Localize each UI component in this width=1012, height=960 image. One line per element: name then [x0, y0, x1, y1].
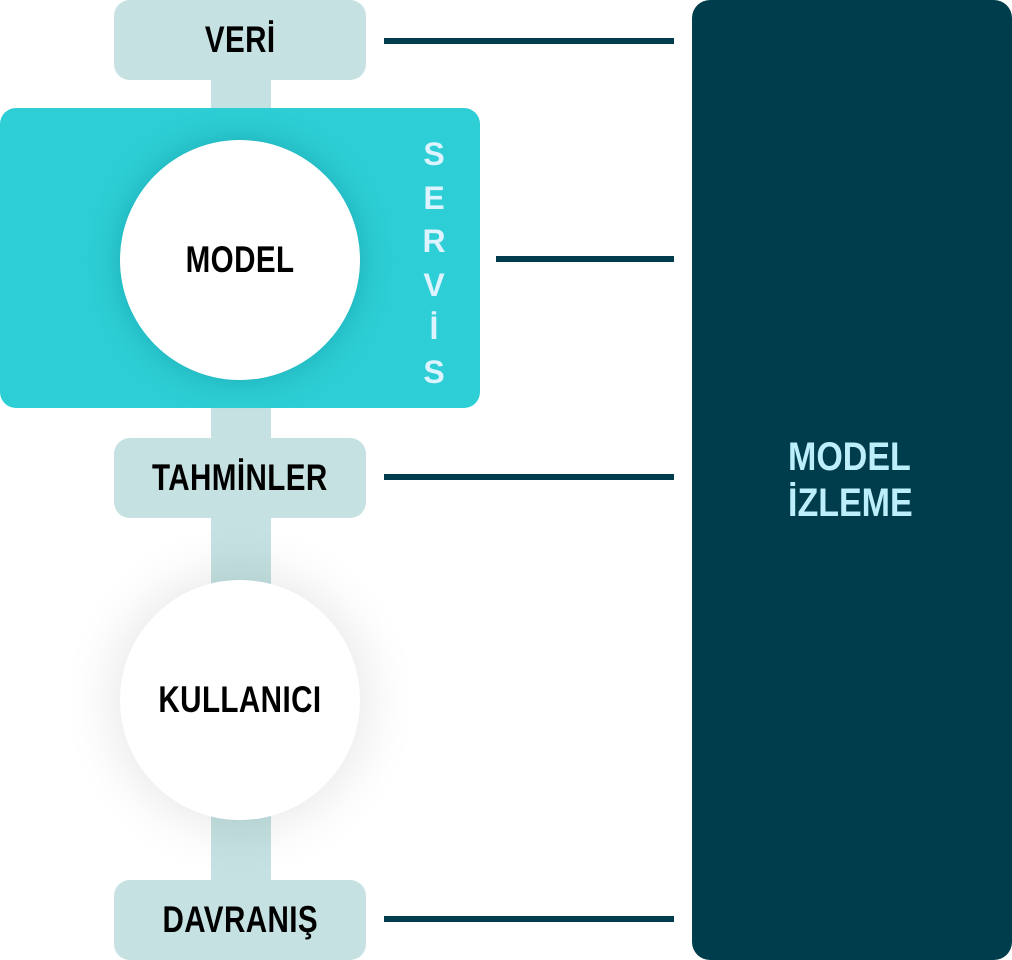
stage-data: VERİ: [114, 0, 366, 80]
connector-model: [496, 256, 674, 262]
stage-behavior: DAVRANIŞ: [114, 880, 366, 960]
monitoring-title-line2: İZLEME: [787, 481, 913, 525]
connector-data: [384, 38, 674, 44]
service-letter: İ: [429, 310, 439, 347]
service-letter: R: [422, 223, 446, 260]
service-letter: S: [423, 136, 445, 172]
stage-behavior-label: DAVRANIŞ: [162, 899, 318, 940]
connector-behavior: [384, 916, 674, 922]
user-label: KULLANICI: [158, 679, 322, 720]
stage-predictions-label: TAHMİNLER: [152, 457, 328, 498]
model-monitoring-panel: MODEL İZLEME: [692, 0, 1012, 960]
stage-predictions: TAHMİNLER: [114, 438, 366, 518]
service-vertical-label: S E R V İ S: [420, 138, 448, 388]
monitoring-title-line1: MODEL: [787, 435, 911, 479]
stage-data-label: VERİ: [204, 19, 276, 60]
service-letter: E: [423, 179, 445, 216]
service-letter: V: [423, 266, 445, 303]
connector-predictions: [384, 474, 674, 480]
user-circle: KULLANICI: [120, 580, 360, 820]
model-label: MODEL: [185, 239, 295, 280]
service-letter: S: [423, 353, 445, 390]
model-circle: MODEL: [120, 140, 360, 380]
monitoring-title: MODEL İZLEME: [770, 434, 935, 526]
